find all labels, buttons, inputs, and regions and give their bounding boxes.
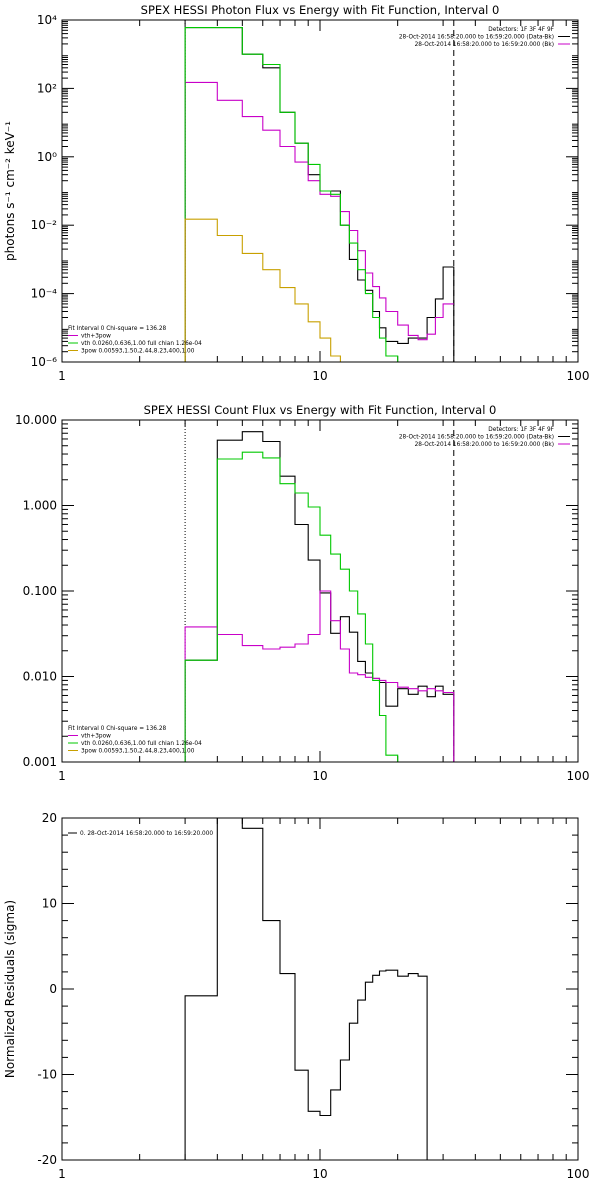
y-tick-label: 10² — [37, 81, 57, 95]
x-tick-label: 10 — [312, 1167, 327, 1181]
x-tick-label: 100 — [567, 369, 590, 383]
legend-entry: vth+3pow — [81, 734, 111, 740]
series-line-bk — [184, 81, 454, 362]
chart-panel-1: SPEX HESSI Photon Flux vs Energy with Fi… — [3, 3, 589, 383]
plot-frame — [61, 817, 579, 1161]
legend-entry: Detectors: 1F 3F 4F 9F — [488, 427, 554, 433]
legend-entry: vth 0.0260,0.636,1.00 full chian 1.26e-0… — [81, 741, 202, 747]
legend-entry: 28-Oct-2014 16:58:20.000 to 16:59:20.000… — [399, 35, 554, 41]
y-tick-label: 10⁻⁶ — [31, 355, 58, 369]
legend-entry: vth 0.0260,0.636,1.00 full chian 1.26e-0… — [81, 341, 202, 347]
legend-entry: Detectors: 1F 3F 4F 9F — [488, 27, 554, 33]
y-tick-label: -10 — [37, 1068, 57, 1082]
series-line-3pow — [184, 218, 341, 362]
y-tick-label: 10 — [42, 897, 57, 911]
legend-entry: vth+3pow — [81, 334, 111, 340]
chart-panel-2: SPEX HESSI Count Flux vs Energy with Fit… — [15, 403, 589, 783]
chart-title: SPEX HESSI Count Flux vs Energy with Fit… — [144, 403, 497, 417]
legend-entry: 28-Oct-2014 16:58:20.000 to 16:59:20.000… — [415, 442, 554, 448]
x-tick-label: 10 — [312, 369, 327, 383]
y-tick-label: 10⁰ — [37, 150, 57, 164]
x-tick-label: 1 — [58, 1167, 66, 1181]
y-tick-label: 0 — [49, 982, 57, 996]
plot-frame — [61, 419, 579, 763]
y-axis-label: photons s⁻¹ cm⁻² keV⁻¹ — [3, 121, 17, 261]
legend-entry: 3pow 0.00593,1.50,2.44,8.23,400,1.00 — [81, 749, 195, 755]
y-tick-label: 0.100 — [23, 584, 57, 598]
chart-panel-3: Normalized Residuals (sigma)1 10 100-20-10… — [3, 811, 589, 1181]
legend-entry: 0. 28-Oct-2014 16:58:20.000 to 16:59:20.… — [80, 831, 213, 837]
x-tick-label: 100 — [567, 769, 590, 783]
legend-entry: 3pow 0.00593,1.50,2.44,8.23,400,1.00 — [81, 349, 195, 355]
legend-entry: 28-Oct-2014 16:58:20.000 to 16:59:20.000… — [415, 42, 554, 48]
x-tick-label: 1 — [58, 369, 66, 383]
legend-entry: Fit Interval 0 Chi-square = 136.28 — [68, 326, 167, 332]
x-tick-label: 100 — [567, 1167, 590, 1181]
legend-entry: 28-Oct-2014 16:58:20.000 to 16:59:20.000… — [399, 435, 554, 441]
legend-entry: Fit Interval 0 Chi-square = 136.28 — [68, 726, 167, 732]
x-tick-label: 10 — [312, 769, 327, 783]
y-tick-label: 0.001 — [23, 755, 57, 769]
series-line-vth-3pow — [184, 451, 409, 763]
y-tick-label: 20 — [42, 811, 57, 825]
y-tick-label: 1.000 — [23, 499, 57, 513]
y-tick-label: -20 — [37, 1153, 57, 1167]
y-tick-label: 10⁻⁴ — [31, 287, 58, 301]
series-line-data-bk — [184, 431, 455, 762]
y-tick-label: 0.010 — [23, 670, 57, 684]
y-tick-label: 10⁻² — [31, 218, 58, 232]
series-line-0-28-oct-2014-16-58-20-000-to-16-59-20-000 — [184, 817, 428, 1160]
y-axis-label: Normalized Residuals (sigma) — [3, 900, 17, 1078]
series-line-bk — [184, 590, 455, 762]
chart-title: SPEX HESSI Photon Flux vs Energy with Fi… — [141, 3, 500, 17]
y-tick-label: 10⁴ — [37, 13, 57, 27]
plot-frame — [61, 19, 579, 363]
x-tick-label: 1 — [58, 769, 66, 783]
series-line-vth-3pow — [184, 27, 399, 362]
y-tick-label: 10.000 — [15, 413, 57, 427]
